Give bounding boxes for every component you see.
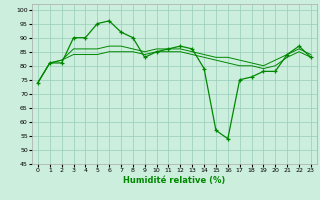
X-axis label: Humidité relative (%): Humidité relative (%): [123, 176, 226, 185]
